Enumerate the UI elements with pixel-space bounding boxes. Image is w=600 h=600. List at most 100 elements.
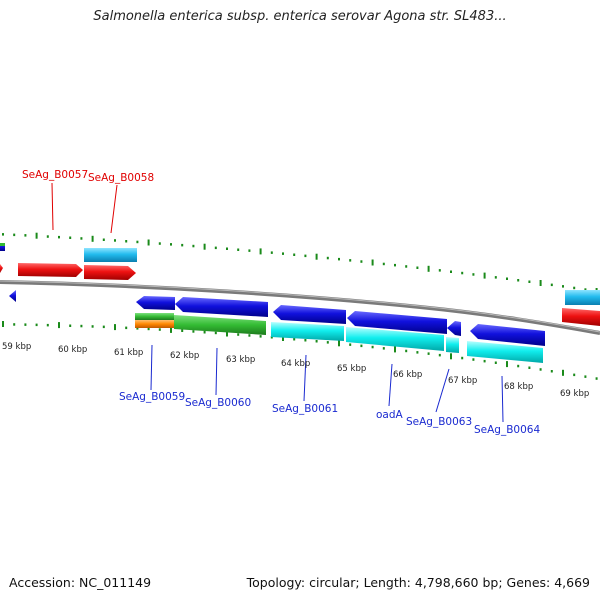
scale-label: 62 kbp xyxy=(170,351,199,361)
minor-tick xyxy=(394,263,396,267)
forward-strand xyxy=(0,243,600,326)
minor-tick xyxy=(562,285,564,288)
major-tick xyxy=(147,239,150,246)
minor-tick xyxy=(192,330,195,333)
feature-bar-seag-b0064[interactable] xyxy=(467,341,543,363)
feature-bar-seag-b0061[interactable] xyxy=(271,322,344,341)
feature-bar-seag-b0063[interactable] xyxy=(446,337,459,353)
minor-tick xyxy=(147,327,150,331)
minor-tick xyxy=(69,324,72,327)
minor-tick xyxy=(13,233,16,237)
major-tick xyxy=(2,321,4,327)
minor-tick xyxy=(438,269,441,272)
minor-tick xyxy=(248,249,251,252)
genome-summary-text: Topology: circular; Length: 4,798,660 bp… xyxy=(246,575,590,590)
major-tick xyxy=(506,361,508,368)
minor-tick xyxy=(181,329,184,332)
major-tick xyxy=(483,272,486,279)
major-tick xyxy=(539,280,542,286)
scale-label: 61 kbp xyxy=(114,348,143,358)
minor-tick xyxy=(573,286,576,290)
gene-arrow-seag-b0061[interactable] xyxy=(273,305,346,324)
scale-label: 66 kbp xyxy=(393,370,422,380)
lower-tick-row xyxy=(2,321,598,380)
major-tick xyxy=(58,322,60,329)
genome-backbone-highlight xyxy=(0,280,600,333)
minor-tick xyxy=(46,235,49,238)
minor-tick xyxy=(550,283,553,287)
gene-label-seag-b0058[interactable]: SeAg_B0058 xyxy=(88,172,154,184)
minor-tick xyxy=(472,273,475,276)
partial-feature-blue xyxy=(0,243,5,251)
scale-label: 68 kbp xyxy=(504,382,533,392)
major-tick xyxy=(562,369,564,376)
feature-bar-seag-b0058[interactable] xyxy=(84,248,137,262)
gene-label-seag-b0059[interactable]: SeAg_B0059 xyxy=(119,391,185,403)
gene-label-seag-b0057[interactable]: SeAg_B0057 xyxy=(22,169,88,181)
scale-label: 67 kbp xyxy=(448,376,477,386)
gene-arrow-seag-b0059[interactable] xyxy=(136,296,175,310)
minor-tick xyxy=(494,361,497,364)
gene-label-seag-b0063[interactable]: SeAg_B0063 xyxy=(406,416,472,428)
minor-tick xyxy=(181,243,184,247)
leader-lines xyxy=(51,182,504,423)
minor-tick xyxy=(158,328,161,331)
minor-tick xyxy=(360,344,363,348)
minor-tick xyxy=(293,338,296,341)
minor-tick xyxy=(304,339,307,342)
minor-tick xyxy=(539,368,542,371)
gene-label-seag-b0060[interactable]: SeAg_B0060 xyxy=(185,397,251,409)
gene-label-seag-b0061[interactable]: SeAg_B0061 xyxy=(272,403,338,415)
major-tick xyxy=(114,324,116,331)
minor-tick xyxy=(35,323,38,327)
gene-label-oada[interactable]: oadA xyxy=(376,409,404,421)
gene-arrow-seag-b0057[interactable] xyxy=(18,263,83,277)
gene-arrow-oada[interactable] xyxy=(347,311,447,334)
minor-tick xyxy=(136,240,139,244)
feature-bar-right[interactable] xyxy=(565,290,600,305)
genome-backbone xyxy=(0,280,600,335)
minor-tick xyxy=(550,370,553,373)
minor-tick xyxy=(270,251,273,254)
minor-tick xyxy=(584,288,587,291)
major-tick xyxy=(35,232,38,239)
minor-tick xyxy=(125,240,128,243)
scale-labels: 59 kbp 60 kbp 61 kbp 62 kbp 63 kbp 64 kb… xyxy=(2,342,589,399)
minor-tick xyxy=(170,243,172,246)
gene-label-seag-b0064[interactable]: SeAg_B0064 xyxy=(474,424,540,436)
scale-label: 69 kbp xyxy=(560,389,589,399)
feature-bar-oada[interactable] xyxy=(346,327,444,351)
map-title: Salmonella enterica subsp. enterica sero… xyxy=(93,9,507,24)
minor-tick xyxy=(528,366,531,369)
major-tick xyxy=(315,253,318,260)
minor-tick xyxy=(214,246,217,250)
minor-tick xyxy=(125,326,128,330)
minor-tick xyxy=(360,260,363,263)
minor-tick xyxy=(405,349,408,353)
minor-tick xyxy=(494,276,497,279)
gene-arrow-seag-b0064[interactable] xyxy=(470,324,545,346)
gene-arrow-seag-b0058[interactable] xyxy=(84,265,136,280)
minor-tick xyxy=(270,336,273,339)
small-reverse-arrow[interactable] xyxy=(9,290,16,302)
minor-tick xyxy=(584,375,587,378)
minor-tick xyxy=(416,266,419,269)
minor-tick xyxy=(2,233,4,236)
minor-tick xyxy=(371,345,374,349)
minor-tick xyxy=(483,359,486,363)
minor-tick xyxy=(405,265,408,268)
minor-tick xyxy=(528,280,531,283)
gene-arrow-seag-b0063[interactable] xyxy=(447,321,461,336)
gene-arrow-seag-b0060[interactable] xyxy=(175,297,268,317)
major-tick xyxy=(91,235,94,242)
minor-tick xyxy=(416,351,419,354)
gene-arrow-right[interactable] xyxy=(562,308,600,326)
accession-text: Accession: NC_011149 xyxy=(9,575,152,590)
scale-label: 60 kbp xyxy=(58,345,87,355)
minor-tick xyxy=(517,364,520,368)
minor-tick xyxy=(304,254,307,258)
major-tick xyxy=(394,346,396,353)
minor-tick xyxy=(349,343,352,346)
minor-tick xyxy=(102,325,105,329)
